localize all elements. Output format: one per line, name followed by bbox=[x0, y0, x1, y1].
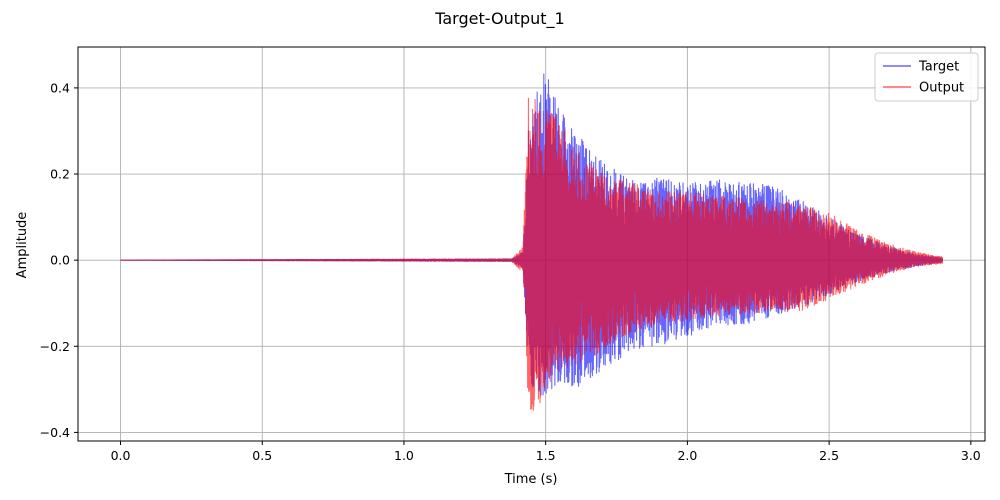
legend-label-output: Output bbox=[919, 81, 964, 96]
x-tick-label: 1.5 bbox=[536, 448, 556, 463]
plot-area bbox=[120, 73, 944, 411]
x-tick-label: 0.0 bbox=[111, 448, 131, 463]
x-tick-label: 3.0 bbox=[961, 448, 981, 463]
axes-frame bbox=[77, 46, 986, 442]
y-tick-label: −0.2 bbox=[40, 339, 70, 354]
y-tick-label: −0.4 bbox=[40, 425, 70, 440]
y-tick-label: 0.4 bbox=[50, 80, 70, 95]
legend: Target Output bbox=[874, 52, 979, 102]
y-tick-label: 0.0 bbox=[50, 253, 70, 268]
legend-box bbox=[874, 52, 979, 102]
x-axis-label: Time (s) bbox=[504, 472, 558, 487]
series-line-output bbox=[120, 97, 944, 411]
legend-label-target: Target bbox=[918, 60, 959, 75]
ticks: 0.0 0.5 1.0 1.5 2.0 2.5 3.0 −0.4 −0.2 0.0 0.2 0.4 bbox=[40, 80, 981, 463]
chart-title: Target-Output_1 bbox=[434, 9, 564, 29]
y-tick-label: 0.2 bbox=[50, 167, 70, 182]
y-axis-label: Amplitude bbox=[15, 212, 30, 279]
x-tick-label: 2.5 bbox=[819, 448, 839, 463]
x-tick-label: 0.5 bbox=[252, 448, 272, 463]
x-tick-label: 1.0 bbox=[394, 448, 414, 463]
x-tick-label: 2.0 bbox=[677, 448, 697, 463]
